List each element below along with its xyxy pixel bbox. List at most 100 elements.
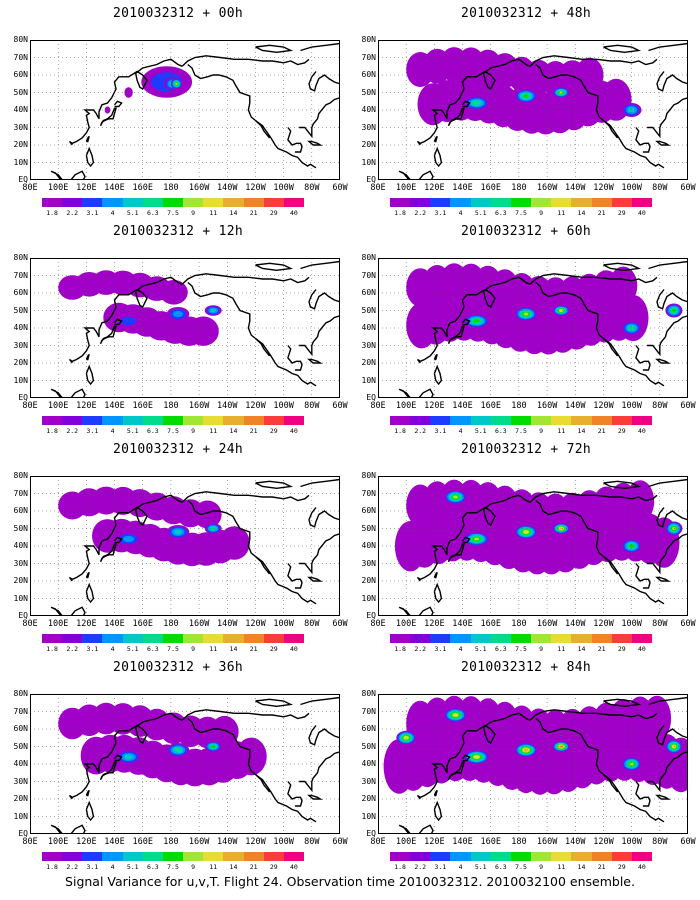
coastline	[287, 781, 303, 807]
latitude-label: 40N	[361, 759, 376, 768]
variance-contour	[453, 713, 458, 717]
longitude-label: 120W	[593, 619, 614, 629]
variance-contour	[218, 526, 250, 560]
colorbar-swatch	[263, 852, 284, 861]
coastline	[255, 44, 294, 54]
coastline	[308, 507, 340, 528]
longitude-label: 160W	[188, 183, 210, 193]
coastline	[308, 289, 340, 310]
longitude-label: 160W	[536, 837, 558, 847]
longitude-label: 160W	[536, 401, 558, 411]
variance-contour	[671, 308, 676, 313]
variance-contour	[104, 106, 111, 114]
coastline	[287, 127, 303, 153]
colorbar-swatch	[183, 852, 204, 861]
coastline	[255, 555, 271, 575]
panel-title: 2010032312 + 84h	[460, 660, 592, 675]
colorbar-label: 6.3	[146, 645, 159, 653]
longitude-label: 100E	[47, 401, 69, 411]
map-frame: 80N 70N 60N 50N 40N 30N 20N 10N EQ 80E 100E 120E 140…	[362, 690, 696, 848]
latitude-label: 10N	[361, 157, 376, 167]
longitude-label: 100W	[273, 183, 294, 193]
colorbar-swatch	[243, 852, 264, 861]
colorbar-labels: 1.8 2.2 3.1 4 5.1 6.3 7.5 9 11 14 21 29 40	[390, 863, 652, 871]
coastline	[433, 800, 443, 822]
colorbar-swatch	[390, 198, 411, 207]
colorbar-swatch	[122, 198, 143, 207]
colorbar-label: 21	[249, 427, 258, 435]
colorbar-swatch	[283, 198, 305, 207]
colorbar-swatch	[611, 416, 632, 425]
longitude-label: 120E	[76, 619, 97, 629]
colorbar-swatch	[571, 198, 592, 207]
colorbar-label: 6.3	[494, 645, 507, 653]
colorbar-swatch	[551, 634, 572, 643]
colorbar-swatch	[531, 634, 552, 643]
colorbar-label: 29	[269, 209, 278, 217]
colorbar-label: 9	[539, 645, 544, 653]
coastline	[447, 761, 465, 781]
coastline	[603, 480, 642, 490]
colorbar-swatch	[223, 416, 244, 425]
variance-contour	[629, 544, 634, 548]
longitude-label: 160W	[188, 619, 210, 629]
colorbar-swatch	[531, 852, 552, 861]
coastline	[418, 388, 434, 398]
coastline	[635, 781, 651, 807]
map-plot	[30, 476, 340, 616]
coastline	[535, 499, 665, 605]
colorbar-label: 14	[229, 427, 238, 435]
coastlines	[398, 478, 688, 616]
map-border	[378, 258, 688, 398]
colorbar-label: 5.1	[126, 645, 139, 653]
map-frame: 80N 70N 60N 50N 40N 30N 20N 10N EQ 80E 100E 120E 140…	[14, 254, 348, 412]
colorbar-label: 21	[597, 863, 606, 871]
colorbar-label: 21	[597, 209, 606, 217]
colorbar-label: 2.2	[414, 863, 427, 871]
colorbar-label: 4	[110, 209, 115, 217]
colorbar-label: 5.1	[126, 209, 139, 217]
latitude-label: EQ	[366, 611, 376, 620]
coastline	[50, 824, 64, 834]
latitude-label: 50N	[361, 523, 376, 533]
panel-title: 2010032312 + 36h	[112, 660, 244, 675]
colorbar-label: 21	[597, 645, 606, 653]
longitude-label: 80E	[370, 183, 386, 193]
latitude-label: 60N	[13, 70, 28, 79]
longitude-label: 180	[163, 401, 179, 411]
map-plot	[30, 258, 340, 398]
latitude-label: 50N	[13, 741, 28, 751]
variance-contour	[453, 495, 458, 499]
coastline	[99, 543, 117, 563]
colorbar-swatch	[283, 852, 305, 861]
longitude-label: 80E	[22, 183, 38, 193]
variance-contour	[524, 748, 528, 752]
coastline	[181, 709, 310, 721]
map-panel: 2010032312 + 24h 80N 70N 60N 50N 40N 30N 20N 10N…	[8, 436, 348, 653]
colorbar-label: 9	[191, 863, 196, 871]
coastline	[85, 364, 95, 386]
latitude-label: 10N	[361, 375, 376, 385]
colorbar-swatch	[531, 198, 552, 207]
colorbar-swatch	[591, 198, 612, 207]
panel-title: 2010032312 + 72h	[460, 442, 592, 457]
variance-contour	[474, 755, 479, 759]
colorbar-label: 40	[638, 863, 646, 871]
colorbar-swatch	[102, 198, 123, 207]
colorbar-label: 2.2	[414, 209, 427, 217]
colorbar-label: 1.8	[394, 427, 406, 435]
colorbar-label: 5.1	[474, 427, 487, 435]
latitude-label: 10N	[13, 157, 28, 167]
colorbar-swatch	[470, 198, 491, 207]
colorbar-label: 9	[539, 209, 544, 217]
colorbar-swatch	[42, 634, 63, 643]
longitude-label: 160E	[480, 401, 501, 411]
longitude-label: 120W	[245, 619, 266, 629]
coastline	[287, 563, 303, 589]
coastline	[648, 478, 688, 488]
coastline	[461, 100, 471, 108]
coastline	[113, 754, 123, 762]
colorbar-swatch	[551, 198, 572, 207]
coastline	[300, 478, 340, 488]
variance-field	[406, 263, 683, 355]
